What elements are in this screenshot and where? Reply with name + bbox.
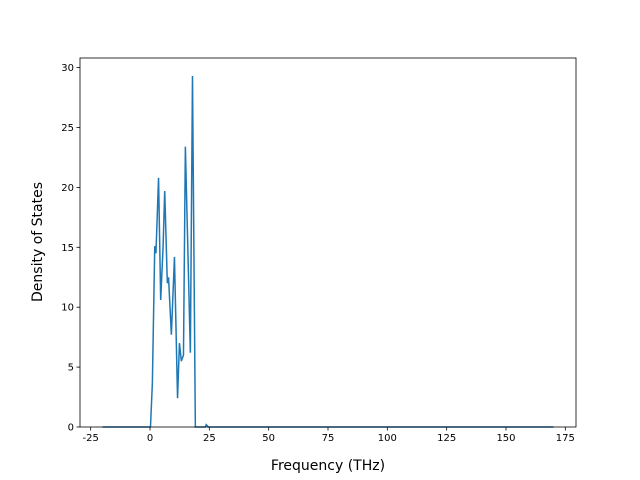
x-tick-label: 25 [203, 433, 216, 444]
y-axis-title: Density of States [30, 182, 46, 302]
plot-frame [79, 57, 577, 428]
x-tick-label: 75 [322, 433, 335, 444]
x-tick-label: -25 [83, 433, 99, 444]
x-tick-label: 125 [437, 433, 456, 444]
line [102, 75, 554, 428]
y-tick-label: 5 [68, 363, 74, 374]
y-tick-label: 20 [61, 183, 74, 194]
y-tick-label: 10 [61, 303, 74, 314]
x-tick-label: 150 [496, 433, 515, 444]
x-tick-label: 175 [556, 433, 575, 444]
x-axis-title: Frequency (THz) [271, 458, 385, 474]
x-tick-label: 50 [262, 433, 275, 444]
x-tick-label: 0 [147, 433, 153, 444]
y-tick-label: 25 [61, 123, 74, 134]
y-tick-label: 15 [61, 243, 74, 254]
y-tick-label: 30 [61, 63, 74, 74]
x-tick-label: 100 [378, 433, 397, 444]
y-tick-label: 0 [68, 423, 74, 434]
